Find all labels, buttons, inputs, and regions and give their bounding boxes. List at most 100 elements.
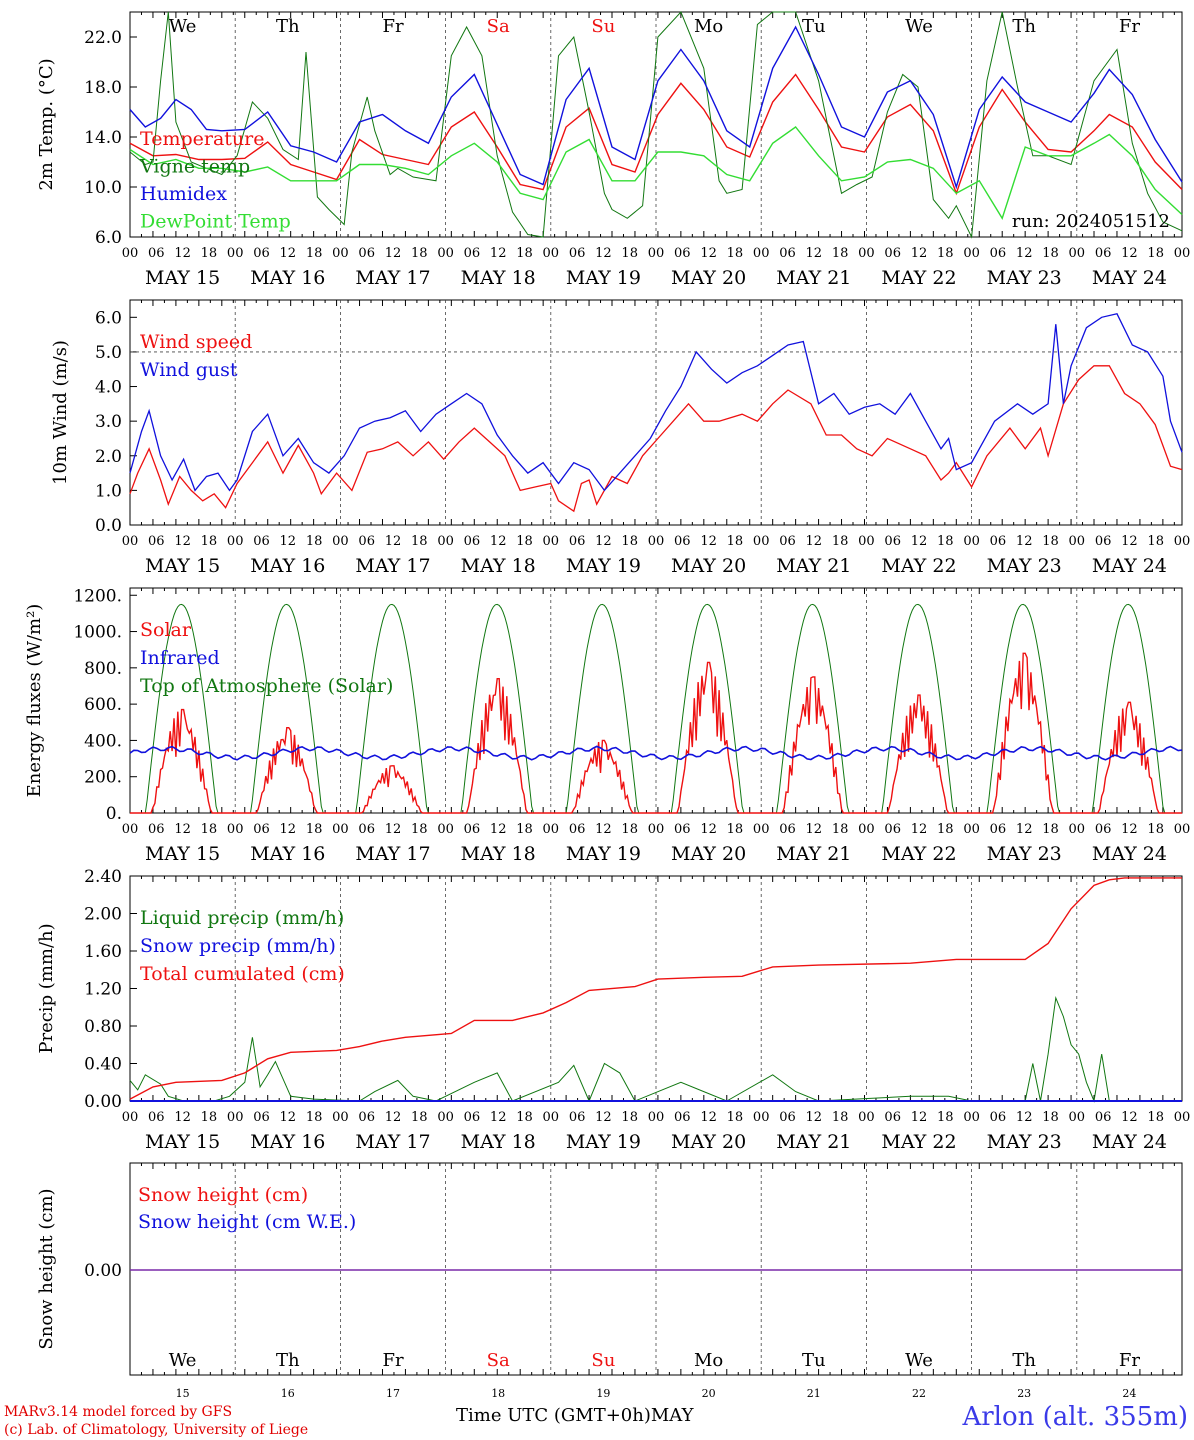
hour-tick-label: 12 [1016,246,1033,261]
hour-tick-label: 18 [621,1110,638,1125]
date-label: MAY 24 [1092,1131,1167,1153]
y-tick-label: 1.0 [95,481,122,501]
hour-tick-label: 06 [674,534,691,549]
hour-tick-label: 00 [543,534,560,549]
date-label: MAY 24 [1092,555,1167,577]
legend-item: Snow precip (mm/h) [140,935,336,957]
hour-tick-label: 00 [753,1110,770,1125]
date-label: MAY 24 [1092,267,1167,289]
date-label: MAY 16 [250,267,325,289]
hour-tick-label: 00 [1069,822,1086,837]
date-label: MAY 16 [250,843,325,865]
legend-item: Top of Atmosphere (Solar) [140,675,393,697]
hour-tick-label: 00 [1174,246,1191,261]
hour-tick-label: 18 [832,534,849,549]
hour-tick-label: 12 [1121,1110,1138,1125]
hour-tick-label: 06 [569,822,586,837]
hour-tick-label: 06 [1095,822,1112,837]
hour-tick-label: 00 [227,246,244,261]
hour-tick-label: 12 [490,1110,507,1125]
weekday-label: Su [591,16,615,37]
hour-tick-label: 18 [727,246,744,261]
hour-tick-label: 00 [227,822,244,837]
hour-tick-label: 12 [1121,822,1138,837]
hour-tick-label: 12 [911,1110,928,1125]
legend-item: Wind gust [140,359,238,381]
hour-tick-label: 12 [490,534,507,549]
hour-tick-label: 00 [1069,1110,1086,1125]
day-number-label: 22 [912,1387,926,1400]
hour-tick-label: 06 [674,1110,691,1125]
hour-tick-label: 12 [806,822,823,837]
hour-tick-label: 12 [700,1110,717,1125]
date-label: MAY 20 [671,555,746,577]
weekday-label: Fr [382,1350,403,1371]
hour-tick-label: 00 [648,822,665,837]
date-label: MAY 22 [881,843,956,865]
y-axis-label: 2m Temp. (°C) [36,58,57,190]
hour-tick-label: 18 [1147,534,1164,549]
hour-tick-label: 18 [516,1110,533,1125]
hour-tick-label: 18 [201,246,218,261]
hour-tick-label: 00 [227,1110,244,1125]
date-label: MAY 21 [776,555,851,577]
date-label: MAY 22 [881,1131,956,1153]
legend-item: Vigne temp [139,156,250,178]
series-line-wind-speed [129,365,1183,513]
y-tick-label: 22.0 [84,28,122,48]
hour-tick-label: 12 [174,246,191,261]
day-number-label: 20 [702,1387,716,1400]
panels-layer: 00 06 12 18 MAY 15 00 06 12 18 MAY 16 00 06 12 18 MAY … [24,11,1191,1400]
hour-tick-label: 00 [543,1110,560,1125]
hour-tick-label: 12 [806,246,823,261]
hour-tick-label: 18 [411,246,428,261]
hour-tick-label: 18 [621,822,638,837]
hour-tick-label: 12 [1121,534,1138,549]
hour-tick-label: 12 [174,1110,191,1125]
date-label: MAY 18 [461,843,536,865]
hour-tick-label: 12 [700,246,717,261]
hour-tick-label: 12 [911,246,928,261]
hour-tick-label: 06 [990,822,1007,837]
hour-tick-label: 06 [884,1110,901,1125]
hour-tick-label: 00 [858,1110,875,1125]
hour-tick-label: 06 [358,246,375,261]
hour-tick-label: 18 [1042,1110,1059,1125]
date-label: MAY 19 [566,1131,641,1153]
hour-tick-label: 18 [201,534,218,549]
date-label: MAY 16 [250,555,325,577]
y-tick-label: 4.0 [95,378,122,398]
day-number-label: 19 [596,1387,610,1400]
hour-tick-label: 06 [253,1110,270,1125]
hour-tick-label: 00 [332,246,349,261]
weekday-label: Tu [802,1350,826,1371]
hour-tick-label: 00 [437,246,454,261]
hour-tick-label: 18 [411,1110,428,1125]
hour-tick-label: 00 [332,1110,349,1125]
hour-tick-label: 18 [832,246,849,261]
y-tick-label: 14.0 [84,128,122,148]
hour-tick-label: 18 [727,1110,744,1125]
hour-tick-label: 00 [543,246,560,261]
hour-tick-label: 06 [253,534,270,549]
date-label: MAY 19 [566,843,641,865]
hour-tick-label: 18 [411,822,428,837]
hour-tick-label: 06 [990,246,1007,261]
hour-tick-label: 00 [437,534,454,549]
date-label: MAY 15 [145,843,220,865]
hour-tick-label: 06 [253,246,270,261]
weekday-label: Mo [694,16,723,37]
hour-tick-label: 00 [1069,534,1086,549]
y-tick-label: 5.0 [95,343,122,363]
date-label: MAY 21 [776,843,851,865]
date-label: MAY 17 [355,843,430,865]
y-tick-label: 0. [106,804,122,824]
hour-tick-label: 18 [516,246,533,261]
day-number-label: 21 [807,1387,821,1400]
time-axis-title: Time UTC (GMT+0h) [456,1405,651,1426]
hour-tick-label: 00 [1174,822,1191,837]
hour-tick-label: 00 [1174,534,1191,549]
hour-tick-label: 18 [832,1110,849,1125]
hour-tick-label: 00 [648,1110,665,1125]
legend-item: Liquid precip (mm/h) [140,907,344,929]
